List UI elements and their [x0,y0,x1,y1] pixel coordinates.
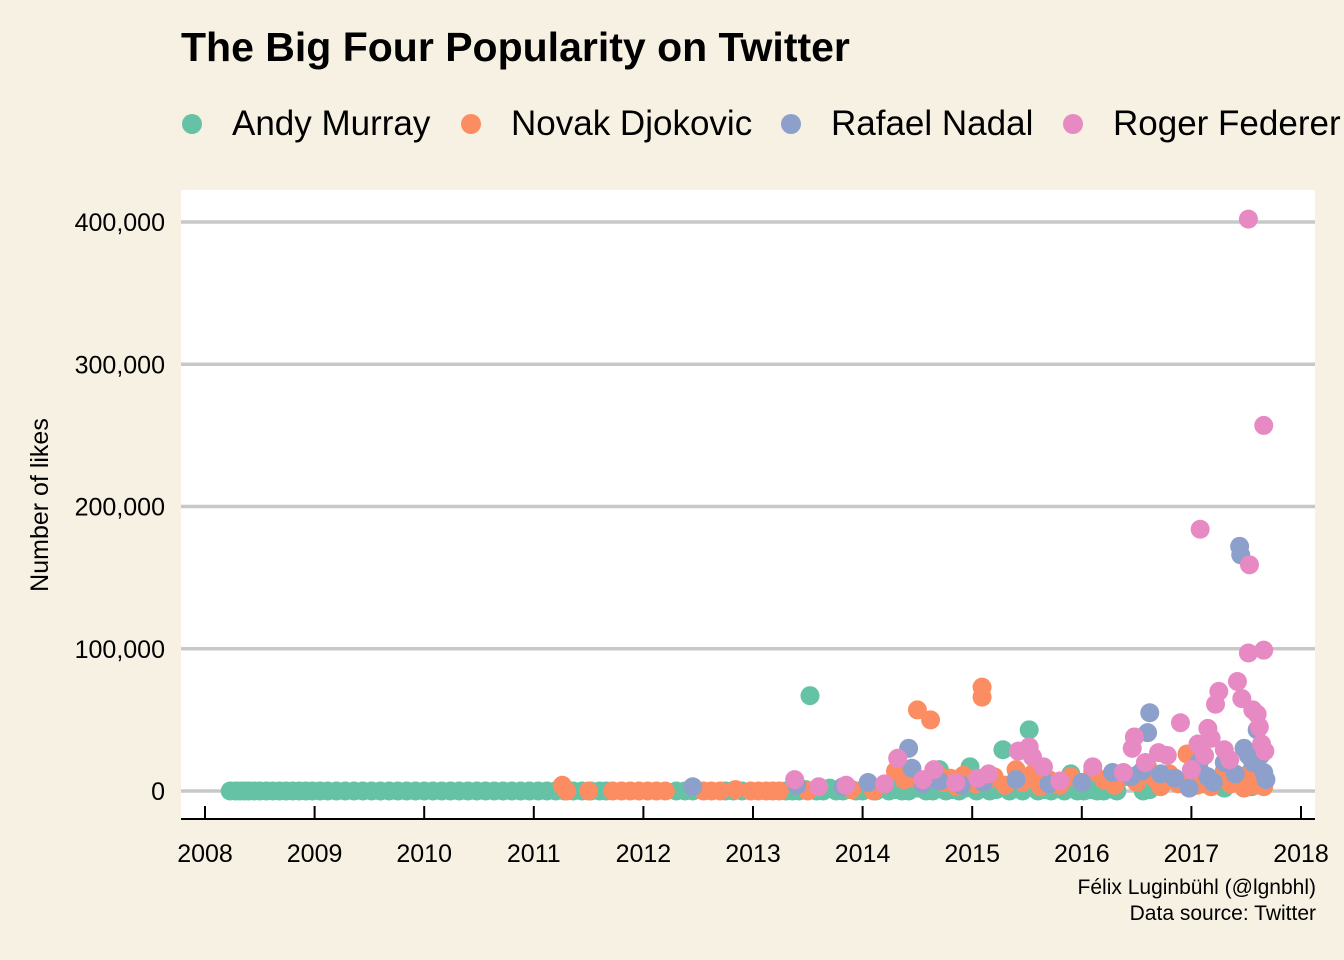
data-point [888,748,908,768]
data-point [1083,757,1103,777]
data-point [1255,741,1275,761]
data-point [1050,771,1070,791]
data-point [800,686,820,706]
x-tick-label: 2014 [835,840,891,868]
data-point [836,775,856,795]
data-point [1170,713,1190,733]
y-tick-label: 300,000 [75,351,165,379]
x-tick-label: 2016 [1054,840,1110,868]
data-point [1179,778,1199,798]
data-point [1151,764,1171,784]
x-axis: 2008 2009 2010 2011 2012 2013 2014 2015 2016 2017… [177,806,1329,868]
data-point [1190,519,1210,539]
data-point [725,780,745,800]
data-point [1157,745,1177,765]
data-point [1225,764,1245,784]
data-point [1072,772,1092,792]
data-point [1220,750,1240,770]
data-point [924,760,944,780]
data-point [683,777,703,797]
data-point [769,781,789,801]
data-point [1140,703,1160,723]
data-point [858,772,878,792]
x-tick-label: 2010 [396,840,452,868]
y-tick-label: 200,000 [75,494,165,522]
data-point [946,772,966,792]
data-point [1019,720,1039,740]
data-point [1201,728,1221,748]
data-point [1254,415,1274,435]
data-point [809,777,829,797]
x-tick-label: 2015 [944,840,1000,868]
data-point [1238,643,1258,663]
data-point [1254,640,1274,660]
x-tick-label: 2013 [725,840,781,868]
caption-source: Data source: Twitter [1129,902,1316,925]
data-point [1195,745,1215,765]
legend-dot-icon [461,114,481,134]
data-point [710,781,730,801]
data-point [655,781,675,801]
y-tick-label: 100,000 [75,636,165,664]
data-point [972,687,992,707]
y-axis-label: Number of likes [26,418,54,592]
data-point [1203,772,1223,792]
data-point [907,700,927,720]
x-tick-label: 2008 [177,840,233,868]
legend-label: Roger Federer [1113,104,1341,143]
data-point [1006,770,1026,790]
legend-label: Andy Murray [232,104,431,143]
data-point [785,770,805,790]
data-point [579,781,599,801]
data-point [979,764,999,784]
caption-author: Félix Luginbühl (@lgnbhl) [1077,876,1316,899]
legend-label: Novak Djokovic [511,104,753,143]
x-tick-label: 2017 [1164,840,1220,868]
data-point [1165,768,1185,788]
data-point [1249,717,1269,737]
data-point [1033,757,1053,777]
legend: Andy Murray Novak Djokovic Rafael Nadal … [0,0,1344,160]
chart-title: The Big Four Popularity on Twitter [181,24,850,70]
y-tick-label: 0 [151,778,165,806]
data-point [1209,681,1229,701]
data-point [1238,209,1258,229]
data-point [875,774,895,794]
data-point [557,781,577,801]
legend-dot-icon [781,114,801,134]
data-point [1124,727,1144,747]
y-tick-label: 400,000 [75,209,165,237]
caption: Félix Luginbühl (@lgnbhl) Data source: T… [1078,875,1316,927]
x-tick-label: 2018 [1273,840,1329,868]
data-point [1256,770,1276,790]
data-point [1181,760,1201,780]
x-tick-label: 2012 [616,840,672,868]
data-point [1113,763,1133,783]
data-point [993,740,1013,760]
y-axis: 0 100,000 200,000 300,000 400,000 [75,209,165,806]
legend-label: Rafael Nadal [831,104,1034,143]
data-points [220,209,1276,801]
data-point [921,710,941,730]
x-tick-label: 2011 [507,840,561,868]
data-point [1227,671,1247,691]
data-point [1135,753,1155,773]
legend-dot-icon [1063,114,1083,134]
data-point [1239,555,1259,575]
x-tick-label: 2009 [287,840,343,868]
legend-dot-icon [182,114,202,134]
